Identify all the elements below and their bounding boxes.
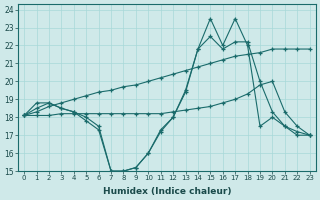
X-axis label: Humidex (Indice chaleur): Humidex (Indice chaleur) (103, 187, 231, 196)
